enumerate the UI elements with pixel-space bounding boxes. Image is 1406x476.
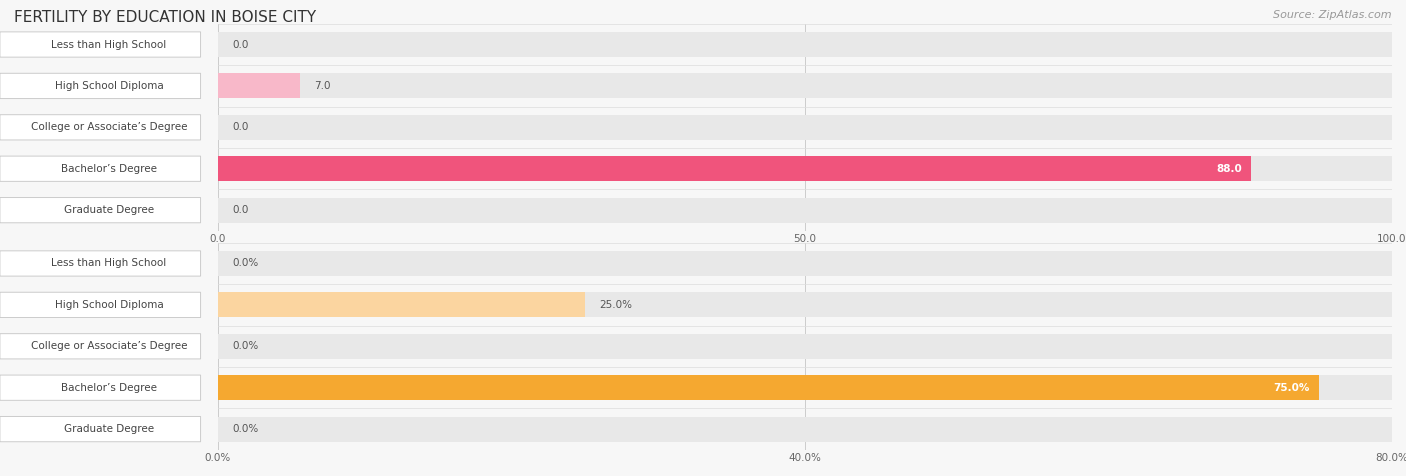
FancyBboxPatch shape xyxy=(0,32,201,57)
Bar xyxy=(218,292,1392,317)
Text: High School Diploma: High School Diploma xyxy=(55,300,163,310)
Text: Bachelor’s Degree: Bachelor’s Degree xyxy=(60,383,157,393)
Bar xyxy=(218,156,1251,181)
Text: 88.0: 88.0 xyxy=(1216,164,1241,174)
FancyBboxPatch shape xyxy=(0,156,201,181)
Text: FERTILITY BY EDUCATION IN BOISE CITY: FERTILITY BY EDUCATION IN BOISE CITY xyxy=(14,10,316,25)
FancyBboxPatch shape xyxy=(0,73,201,99)
FancyBboxPatch shape xyxy=(0,334,201,359)
Text: 0.0%: 0.0% xyxy=(232,258,259,268)
Text: Graduate Degree: Graduate Degree xyxy=(63,424,155,434)
Text: 25.0%: 25.0% xyxy=(599,300,631,310)
Bar xyxy=(218,416,1392,442)
FancyBboxPatch shape xyxy=(0,251,201,276)
FancyBboxPatch shape xyxy=(0,416,201,442)
Text: College or Associate’s Degree: College or Associate’s Degree xyxy=(31,341,187,351)
Bar xyxy=(218,375,1392,400)
Text: College or Associate’s Degree: College or Associate’s Degree xyxy=(31,122,187,132)
Text: 0.0%: 0.0% xyxy=(232,341,259,351)
Bar xyxy=(218,251,1392,276)
Text: 0.0: 0.0 xyxy=(232,122,249,132)
FancyBboxPatch shape xyxy=(0,115,201,140)
Bar xyxy=(218,198,1392,223)
Bar xyxy=(218,292,585,317)
Text: Less than High School: Less than High School xyxy=(52,258,166,268)
FancyBboxPatch shape xyxy=(0,375,201,400)
Text: 75.0%: 75.0% xyxy=(1272,383,1309,393)
Text: 0.0%: 0.0% xyxy=(232,424,259,434)
Text: Bachelor’s Degree: Bachelor’s Degree xyxy=(60,164,157,174)
FancyBboxPatch shape xyxy=(0,292,201,317)
Text: High School Diploma: High School Diploma xyxy=(55,81,163,91)
Text: Less than High School: Less than High School xyxy=(52,40,166,50)
Bar xyxy=(218,73,299,99)
Text: Source: ZipAtlas.com: Source: ZipAtlas.com xyxy=(1274,10,1392,20)
Bar xyxy=(218,115,1392,140)
Text: 0.0: 0.0 xyxy=(232,40,249,50)
Bar xyxy=(218,73,1392,99)
Bar xyxy=(218,156,1392,181)
Text: 7.0: 7.0 xyxy=(314,81,330,91)
FancyBboxPatch shape xyxy=(0,198,201,223)
Bar xyxy=(218,375,1319,400)
Bar xyxy=(218,32,1392,57)
Text: Graduate Degree: Graduate Degree xyxy=(63,205,155,215)
Text: 0.0: 0.0 xyxy=(232,205,249,215)
Bar xyxy=(218,334,1392,359)
